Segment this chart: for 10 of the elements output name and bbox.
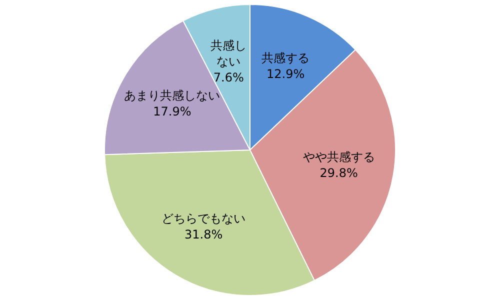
data-label: 7.6% (213, 70, 244, 84)
slice-label: あまり共感しない (124, 88, 220, 102)
slice-label: 共感しない (210, 38, 247, 68)
data-label: 17.9% (153, 104, 192, 118)
slice-label: やや共感する (302, 150, 375, 164)
slice-label: 共感する (262, 51, 310, 66)
data-label: 29.8% (320, 166, 358, 180)
data-label: 12.9% (266, 67, 305, 82)
slice-label: どちらでもない (162, 211, 246, 226)
data-label: 31.8% (184, 227, 223, 242)
